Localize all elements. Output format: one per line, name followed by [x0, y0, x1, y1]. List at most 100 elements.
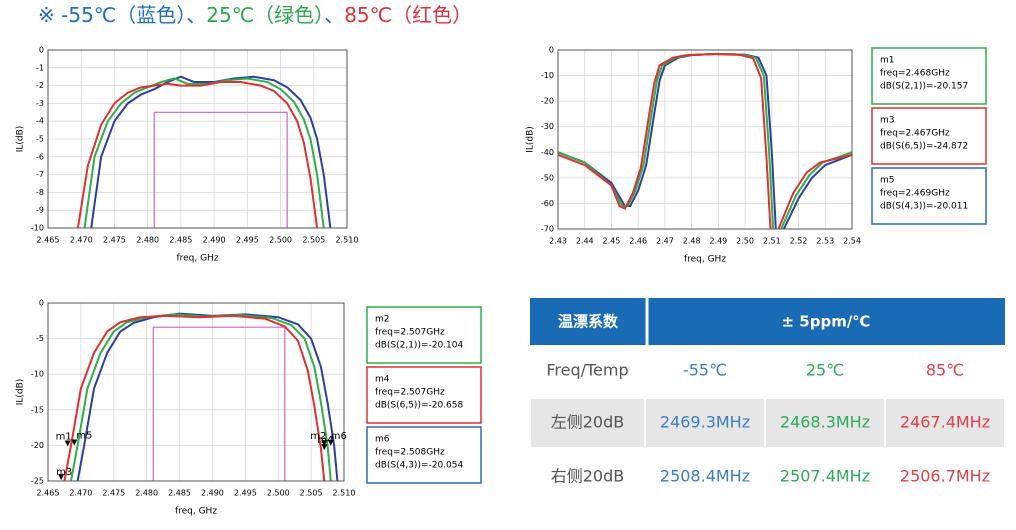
- x-axis-label: freq, GHz: [176, 254, 218, 264]
- y-tick-label: -5: [36, 334, 44, 343]
- readout-box: [871, 107, 987, 165]
- y-tick-label: -6: [36, 152, 44, 161]
- header-part: -55℃（蓝色）: [61, 3, 186, 27]
- x-tick-label: 2.48: [683, 237, 701, 246]
- y-tick-label: -10: [31, 224, 44, 233]
- y-tick-label: -20: [31, 441, 44, 450]
- y-tick-label: -25: [31, 477, 44, 486]
- table-header-cell: ± 5ppm/℃: [782, 313, 871, 331]
- y-tick-label: -7: [36, 170, 44, 179]
- table-cell: 85℃: [926, 361, 964, 380]
- x-tick-label: 2.505: [302, 236, 325, 245]
- table-row-bg: [531, 399, 644, 447]
- header-part: 、: [324, 3, 344, 27]
- readout-db: dB(S(4,3))=-20.011: [880, 202, 968, 212]
- readout-freq: freq=2.467GHz: [880, 129, 950, 139]
- y-tick-label: -9: [36, 206, 44, 215]
- readout-name: m3: [880, 116, 895, 126]
- header-part: 85℃（红色）: [344, 3, 472, 27]
- y-tick-label: 0: [39, 46, 44, 55]
- y-tick-label: -8: [36, 188, 44, 197]
- x-tick-label: 2.50: [736, 237, 754, 246]
- y-tick-label: -30: [541, 122, 554, 131]
- x-tick-label: 2.52: [790, 237, 808, 246]
- x-tick-label: 2.500: [267, 489, 290, 498]
- table-cell: 25℃: [806, 361, 844, 380]
- readout-freq: freq=2.508GHz: [375, 448, 445, 458]
- x-tick-label: 2.44: [576, 237, 594, 246]
- y-tick-label: -4: [36, 117, 44, 126]
- x-tick-label: 2.47: [656, 237, 674, 246]
- y-tick-label: -40: [541, 148, 554, 157]
- readout-name: m5: [880, 176, 895, 186]
- marker-label: m6: [331, 431, 347, 442]
- plot-border: [557, 49, 853, 230]
- table-header-bg: [530, 298, 1005, 345]
- x-tick-label: 2.54: [843, 237, 861, 246]
- marker-label: m1: [56, 432, 72, 443]
- y-tick-label: 0: [549, 46, 554, 55]
- y-axis-label: IL(dB): [526, 126, 536, 153]
- marker-label: m2: [310, 431, 326, 442]
- table-cell: -55℃: [683, 361, 727, 380]
- x-tick-label: 2.495: [236, 236, 259, 245]
- mask: [152, 326, 286, 481]
- x-tick-label: 2.470: [70, 236, 93, 245]
- x-tick-label: 2.510: [336, 236, 359, 245]
- y-tick-label: -50: [541, 173, 554, 182]
- table-cell: 2468.3MHz: [780, 413, 870, 432]
- plot-area: [48, 303, 344, 481]
- readout-name: m1: [880, 56, 895, 66]
- x-tick-label: 2.480: [136, 236, 159, 245]
- x-tick-label: 2.505: [300, 489, 323, 498]
- marker: [58, 474, 65, 481]
- y-tick-label: -70: [541, 225, 554, 234]
- marker: [321, 440, 328, 447]
- x-tick-label: 2.490: [201, 489, 224, 498]
- table-header-cell: 温漂系数: [558, 313, 619, 331]
- x-tick-label: 2.485: [168, 489, 191, 498]
- x-tick-label: 2.45: [603, 237, 621, 246]
- header-part: 、: [186, 3, 206, 27]
- y-axis-label: IL(dB): [16, 126, 26, 153]
- table-cell: 2506.7MHz: [900, 467, 990, 486]
- header-part: 25℃（绿色）: [206, 3, 324, 27]
- marker: [321, 444, 328, 451]
- x-axis-label: freq, GHz: [175, 507, 217, 517]
- y-tick-label: -2: [36, 81, 44, 90]
- mask: [153, 111, 288, 228]
- table-row-bg: [886, 399, 1004, 447]
- x-tick-label: 2.53: [816, 237, 834, 246]
- table-cell: Freq/Temp: [546, 361, 628, 380]
- marker: [327, 439, 334, 446]
- y-tick-label: -1: [36, 63, 44, 72]
- table-cell: 2507.4MHz: [780, 467, 870, 486]
- plot-border: [47, 302, 345, 482]
- y-tick-label: -3: [36, 99, 44, 108]
- readout-box: [366, 366, 482, 424]
- x-tick-label: 2.510: [333, 489, 356, 498]
- marker-label: m3: [56, 467, 72, 478]
- x-tick-label: 2.465: [37, 236, 60, 245]
- readout-box: [871, 167, 987, 225]
- series-line: [558, 52, 852, 229]
- x-tick-label: 2.500: [269, 236, 292, 245]
- readout-db: dB(S(4,3))=-20.054: [375, 461, 464, 471]
- readout-box: [871, 47, 987, 105]
- x-tick-label: 2.465: [37, 489, 60, 498]
- readout-name: m2: [375, 315, 390, 325]
- readout-freq: freq=2.469GHz: [880, 189, 950, 199]
- x-tick-label: 2.470: [69, 489, 92, 498]
- table-row-bg: [766, 399, 884, 447]
- table-cell: 右侧20dB: [551, 467, 625, 486]
- y-tick-label: -10: [31, 370, 44, 379]
- x-tick-label: 2.485: [169, 236, 192, 245]
- readout-db: dB(S(6,5))=-24.872: [880, 142, 968, 152]
- readout-db: dB(S(2,1))=-20.157: [880, 82, 968, 92]
- y-tick-label: -5: [36, 135, 44, 144]
- header-part: ※: [38, 3, 61, 27]
- x-tick-label: 2.46: [629, 237, 647, 246]
- marker: [71, 439, 78, 446]
- readout-box: [366, 306, 482, 364]
